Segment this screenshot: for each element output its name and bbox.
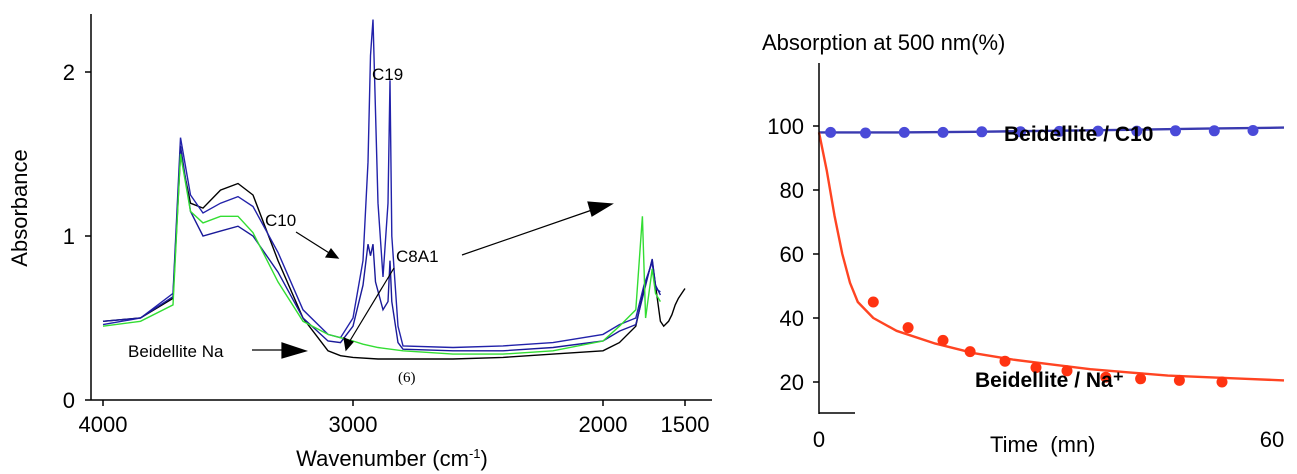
absorption-chart: Absorption at 500 nm(%) 20 40 60 80 100 0 60 T… — [762, 30, 1284, 457]
left-xlabel: Wavenumber (cm-1) — [296, 446, 488, 471]
absorption-point-1 — [902, 322, 914, 334]
absorption-point-1 — [1030, 362, 1042, 374]
ir-plot-area — [102, 19, 686, 360]
series-label-na: Beidellite / Na⁺ — [975, 369, 1124, 392]
annotation-c8a1: C8A1 — [396, 247, 439, 266]
absorption-point-0 — [1208, 125, 1220, 137]
right-chart-title: Absorption at 500 nm(%) — [762, 30, 1005, 55]
ir-series-line-2 — [102, 145, 662, 352]
arrow-c8a1 — [347, 267, 395, 345]
ir-series-line-3 — [102, 153, 662, 355]
absorption-point-1 — [867, 296, 879, 308]
ir-spectra-chart: 4000 3000 2000 1500 0 1 2 Absorbance Wavenumbe… — [7, 14, 712, 471]
right-x-tick-label: 0 — [813, 427, 825, 452]
absorption-point-1 — [1061, 365, 1073, 377]
absorption-point-0 — [1015, 126, 1026, 138]
left-x-tick-label: 1500 — [661, 412, 710, 437]
absorption-point-0 — [1131, 125, 1143, 137]
ir-series-line-1 — [102, 19, 661, 349]
ir-series-line-0 — [102, 153, 686, 360]
arrowhead-c8a1-right — [587, 201, 614, 217]
absorption-point-0 — [825, 126, 837, 138]
absorption-point-1 — [1135, 373, 1147, 385]
left-ylabel: Absorbance — [7, 149, 32, 266]
left-axis-ticks: 4000 3000 2000 1500 0 1 2 — [63, 60, 710, 437]
left-y-tick-label: 1 — [63, 224, 75, 249]
absorption-point-1 — [1100, 371, 1112, 383]
left-x-tick-label: 3000 — [329, 412, 378, 437]
absorption-curve-1 — [817, 132, 1285, 382]
absorption-point-1 — [937, 334, 949, 346]
absorption-point-0 — [898, 126, 910, 138]
arrow-c10 — [295, 231, 335, 257]
absorption-point-0 — [1053, 125, 1065, 137]
absorption-point-1 — [999, 355, 1011, 367]
absorption-curve-0 — [819, 126, 1285, 134]
series-label-c10: Beidellite / C10 — [1004, 123, 1153, 146]
right-axis-ticks: 20 40 60 80 100 0 60 — [767, 114, 1284, 452]
right-y-tick-label: 40 — [780, 306, 804, 331]
absorption-point-1 — [964, 346, 976, 358]
absorption-point-0 — [937, 126, 949, 138]
annotation-beidellite-na: Beidellite Na — [128, 342, 224, 361]
left-y-tick-label: 2 — [63, 60, 75, 85]
absorption-plot-area — [817, 125, 1285, 388]
absorption-point-0 — [1247, 125, 1259, 136]
annotation-arrows — [252, 201, 614, 359]
left-x-tick-label: 2000 — [579, 412, 628, 437]
left-x-tick-label: 4000 — [79, 412, 128, 437]
arrowhead-c10 — [324, 247, 340, 259]
right-y-tick-label: 100 — [767, 114, 804, 139]
absorption-point-0 — [860, 127, 871, 139]
absorption-point-0 — [1170, 125, 1181, 137]
arrowhead-beidellite-na — [281, 342, 309, 359]
annotation-figure-number: (6) — [398, 370, 416, 386]
right-xlabel: Time (mn) — [990, 432, 1096, 457]
arrowhead-c8a1 — [343, 336, 354, 352]
absorption-point-1 — [1173, 374, 1185, 386]
right-y-tick-label: 20 — [780, 370, 804, 395]
annotation-c19: C19 — [372, 65, 403, 84]
annotation-c10: C10 — [265, 211, 296, 230]
right-y-tick-label: 60 — [780, 242, 804, 267]
absorption-point-1 — [1216, 376, 1228, 388]
absorption-point-0 — [1092, 125, 1104, 137]
right-x-tick-label: 60 — [1260, 427, 1284, 452]
arrow-c8a1-right — [461, 209, 593, 256]
left-y-tick-label: 0 — [63, 388, 75, 413]
right-y-tick-label: 80 — [780, 178, 804, 203]
absorption-point-0 — [976, 126, 988, 138]
